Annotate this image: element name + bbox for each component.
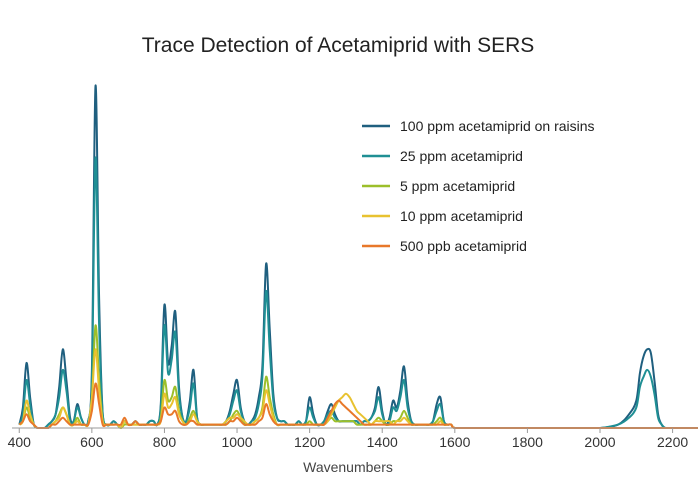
legend: 100 ppm acetamiprid on raisins 25 ppm ace… xyxy=(362,118,595,254)
x-tick-label-4: 1200 xyxy=(294,434,325,450)
legend-label-0: 100 ppm acetamiprid on raisins xyxy=(400,118,595,134)
x-tick-label-0: 400 xyxy=(8,434,32,450)
legend-label-4: 500 ppb acetamiprid xyxy=(400,238,527,254)
x-tick-label-3: 1000 xyxy=(221,434,252,450)
x-tick-label-2: 800 xyxy=(153,434,177,450)
x-tick-label-9: 2200 xyxy=(657,434,688,450)
series-line-1 xyxy=(18,156,698,429)
x-tick-label-8: 2000 xyxy=(584,434,615,450)
x-axis-label: Wavenumbers xyxy=(303,459,393,475)
x-tick-label-5: 1400 xyxy=(367,434,398,450)
series-line-4 xyxy=(18,382,698,429)
x-axis-ticks: 400 600 800 1000 1200 1400 1600 1800 2000 2200 xyxy=(8,428,688,450)
legend-label-1: 25 ppm acetamiprid xyxy=(400,148,523,164)
x-tick-label-1: 600 xyxy=(80,434,104,450)
legend-label-2: 5 ppm acetamiprid xyxy=(400,178,515,194)
x-tick-label-7: 1800 xyxy=(512,434,543,450)
legend-label-3: 10 ppm acetamiprid xyxy=(400,208,523,224)
series-line-0 xyxy=(18,84,698,429)
series-layer xyxy=(18,84,698,429)
series-line-3 xyxy=(18,348,698,429)
chart-title: Trace Detection of Acetamiprid with SERS xyxy=(142,34,535,57)
x-tick-label-6: 1600 xyxy=(439,434,470,450)
